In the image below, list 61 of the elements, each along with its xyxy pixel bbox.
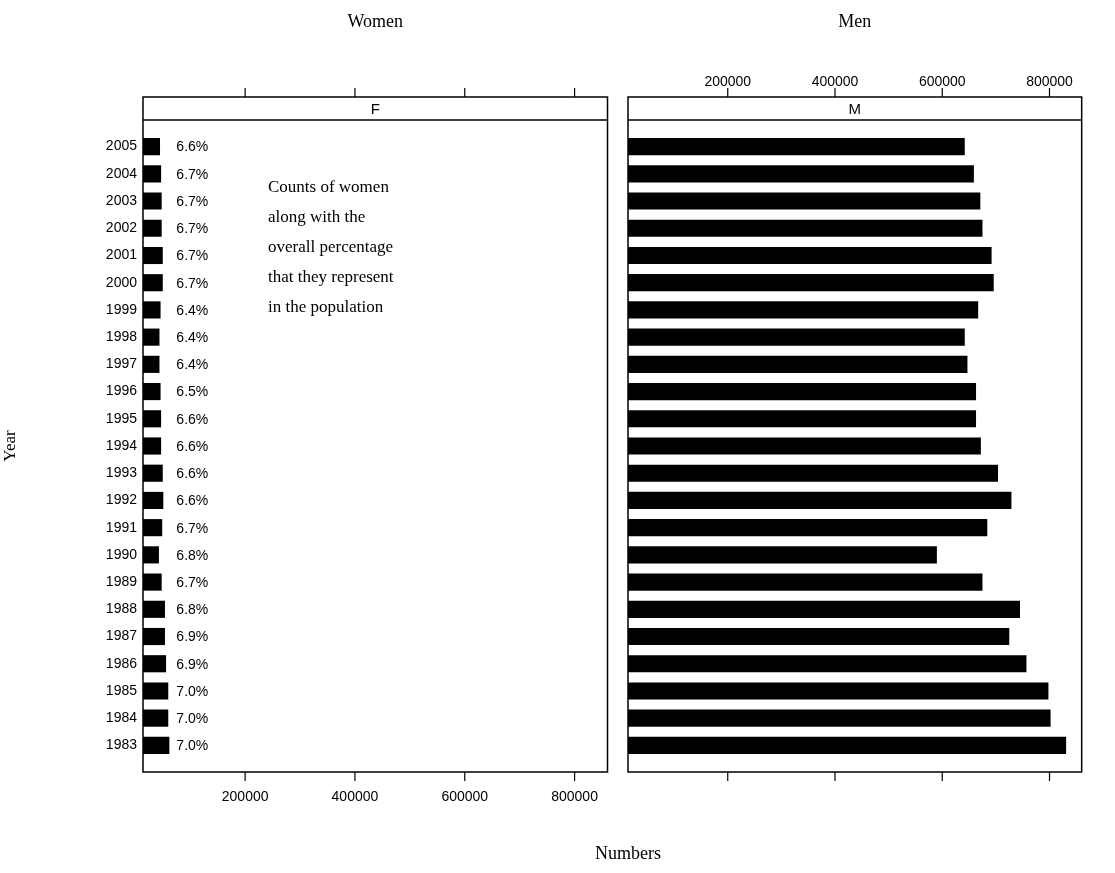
annotation: 6.7% — [176, 573, 209, 590]
y-tick-label: 1986 — [105, 654, 138, 671]
chart-subtitle: F — [370, 99, 380, 117]
annotation: 6.9% — [176, 655, 209, 672]
annotation: 6.8% — [176, 601, 209, 618]
y-tick-label: 1996 — [105, 382, 138, 399]
annotation: 6.7% — [176, 247, 209, 264]
y-tick-label: 1999 — [105, 300, 138, 317]
y-tick-label: 1992 — [105, 491, 138, 508]
chart-title: Men — [838, 10, 872, 31]
y-tick-label: 2002 — [105, 219, 138, 236]
x-tick-label: 400000 — [331, 788, 379, 805]
y-tick-label: 2004 — [105, 164, 138, 181]
annotation: 6.4% — [176, 328, 209, 345]
x-tick-label: 600000 — [441, 788, 489, 805]
chart-subtitle: M — [848, 99, 862, 117]
x2-tick-label: 800000 — [1026, 73, 1074, 90]
annotation: 6.7% — [176, 519, 209, 536]
annotation: 6.7% — [176, 220, 209, 237]
x-axis-title: Numbers — [595, 843, 661, 864]
annotation: 7.0% — [176, 737, 209, 754]
y-tick-label: 1995 — [105, 409, 138, 426]
x2-tick-label: 600000 — [918, 73, 966, 90]
y-tick-label: 2003 — [105, 191, 138, 208]
annotation: 6.8% — [176, 546, 209, 563]
annotation: 6.7% — [176, 192, 209, 209]
annotation: 6.4% — [176, 301, 209, 318]
y-tick-label: 1997 — [105, 355, 138, 372]
y-tick-label: 1984 — [105, 709, 138, 726]
annotation: 6.6% — [176, 465, 209, 482]
annotation: 6.6% — [176, 138, 209, 155]
y-tick-label: 1994 — [105, 436, 138, 453]
y-tick-label: 1991 — [105, 518, 138, 535]
y-tick-label: 1985 — [105, 681, 138, 698]
x2-tick-label: 400000 — [811, 73, 859, 90]
chart-title: Women — [347, 10, 404, 31]
annotation: 6.5% — [176, 383, 209, 400]
annotation: 6.7% — [176, 274, 209, 291]
y-tick-label: 1983 — [105, 736, 138, 753]
y-tick-label: 1987 — [105, 627, 138, 644]
annotation: 6.6% — [176, 410, 209, 427]
annotation: 6.4% — [176, 356, 209, 373]
y-axis-title: Year — [0, 430, 19, 462]
y-tick-label: 2000 — [105, 273, 138, 290]
y-tick-label: 1990 — [105, 545, 138, 562]
y-tick-label: 1993 — [105, 464, 138, 481]
annotation: Counts of women along with the overall percentage that they represent in the population — [268, 176, 394, 318]
y-tick-label: 2001 — [105, 246, 138, 263]
x-tick-label: 800000 — [551, 788, 599, 805]
y-tick-label: 2005 — [105, 137, 138, 154]
y-tick-label: 1998 — [105, 327, 138, 344]
y-tick-label: 1988 — [105, 600, 138, 617]
annotation: 6.9% — [176, 628, 209, 645]
annotation: 7.0% — [176, 710, 209, 727]
x2-tick-label: 200000 — [704, 73, 752, 90]
annotation: 6.6% — [176, 492, 209, 509]
annotation: 7.0% — [176, 682, 209, 699]
y-tick-label: 1989 — [105, 572, 138, 589]
annotation: 6.7% — [176, 165, 209, 182]
x-tick-label: 200000 — [221, 788, 269, 805]
annotation: 6.6% — [176, 437, 209, 454]
